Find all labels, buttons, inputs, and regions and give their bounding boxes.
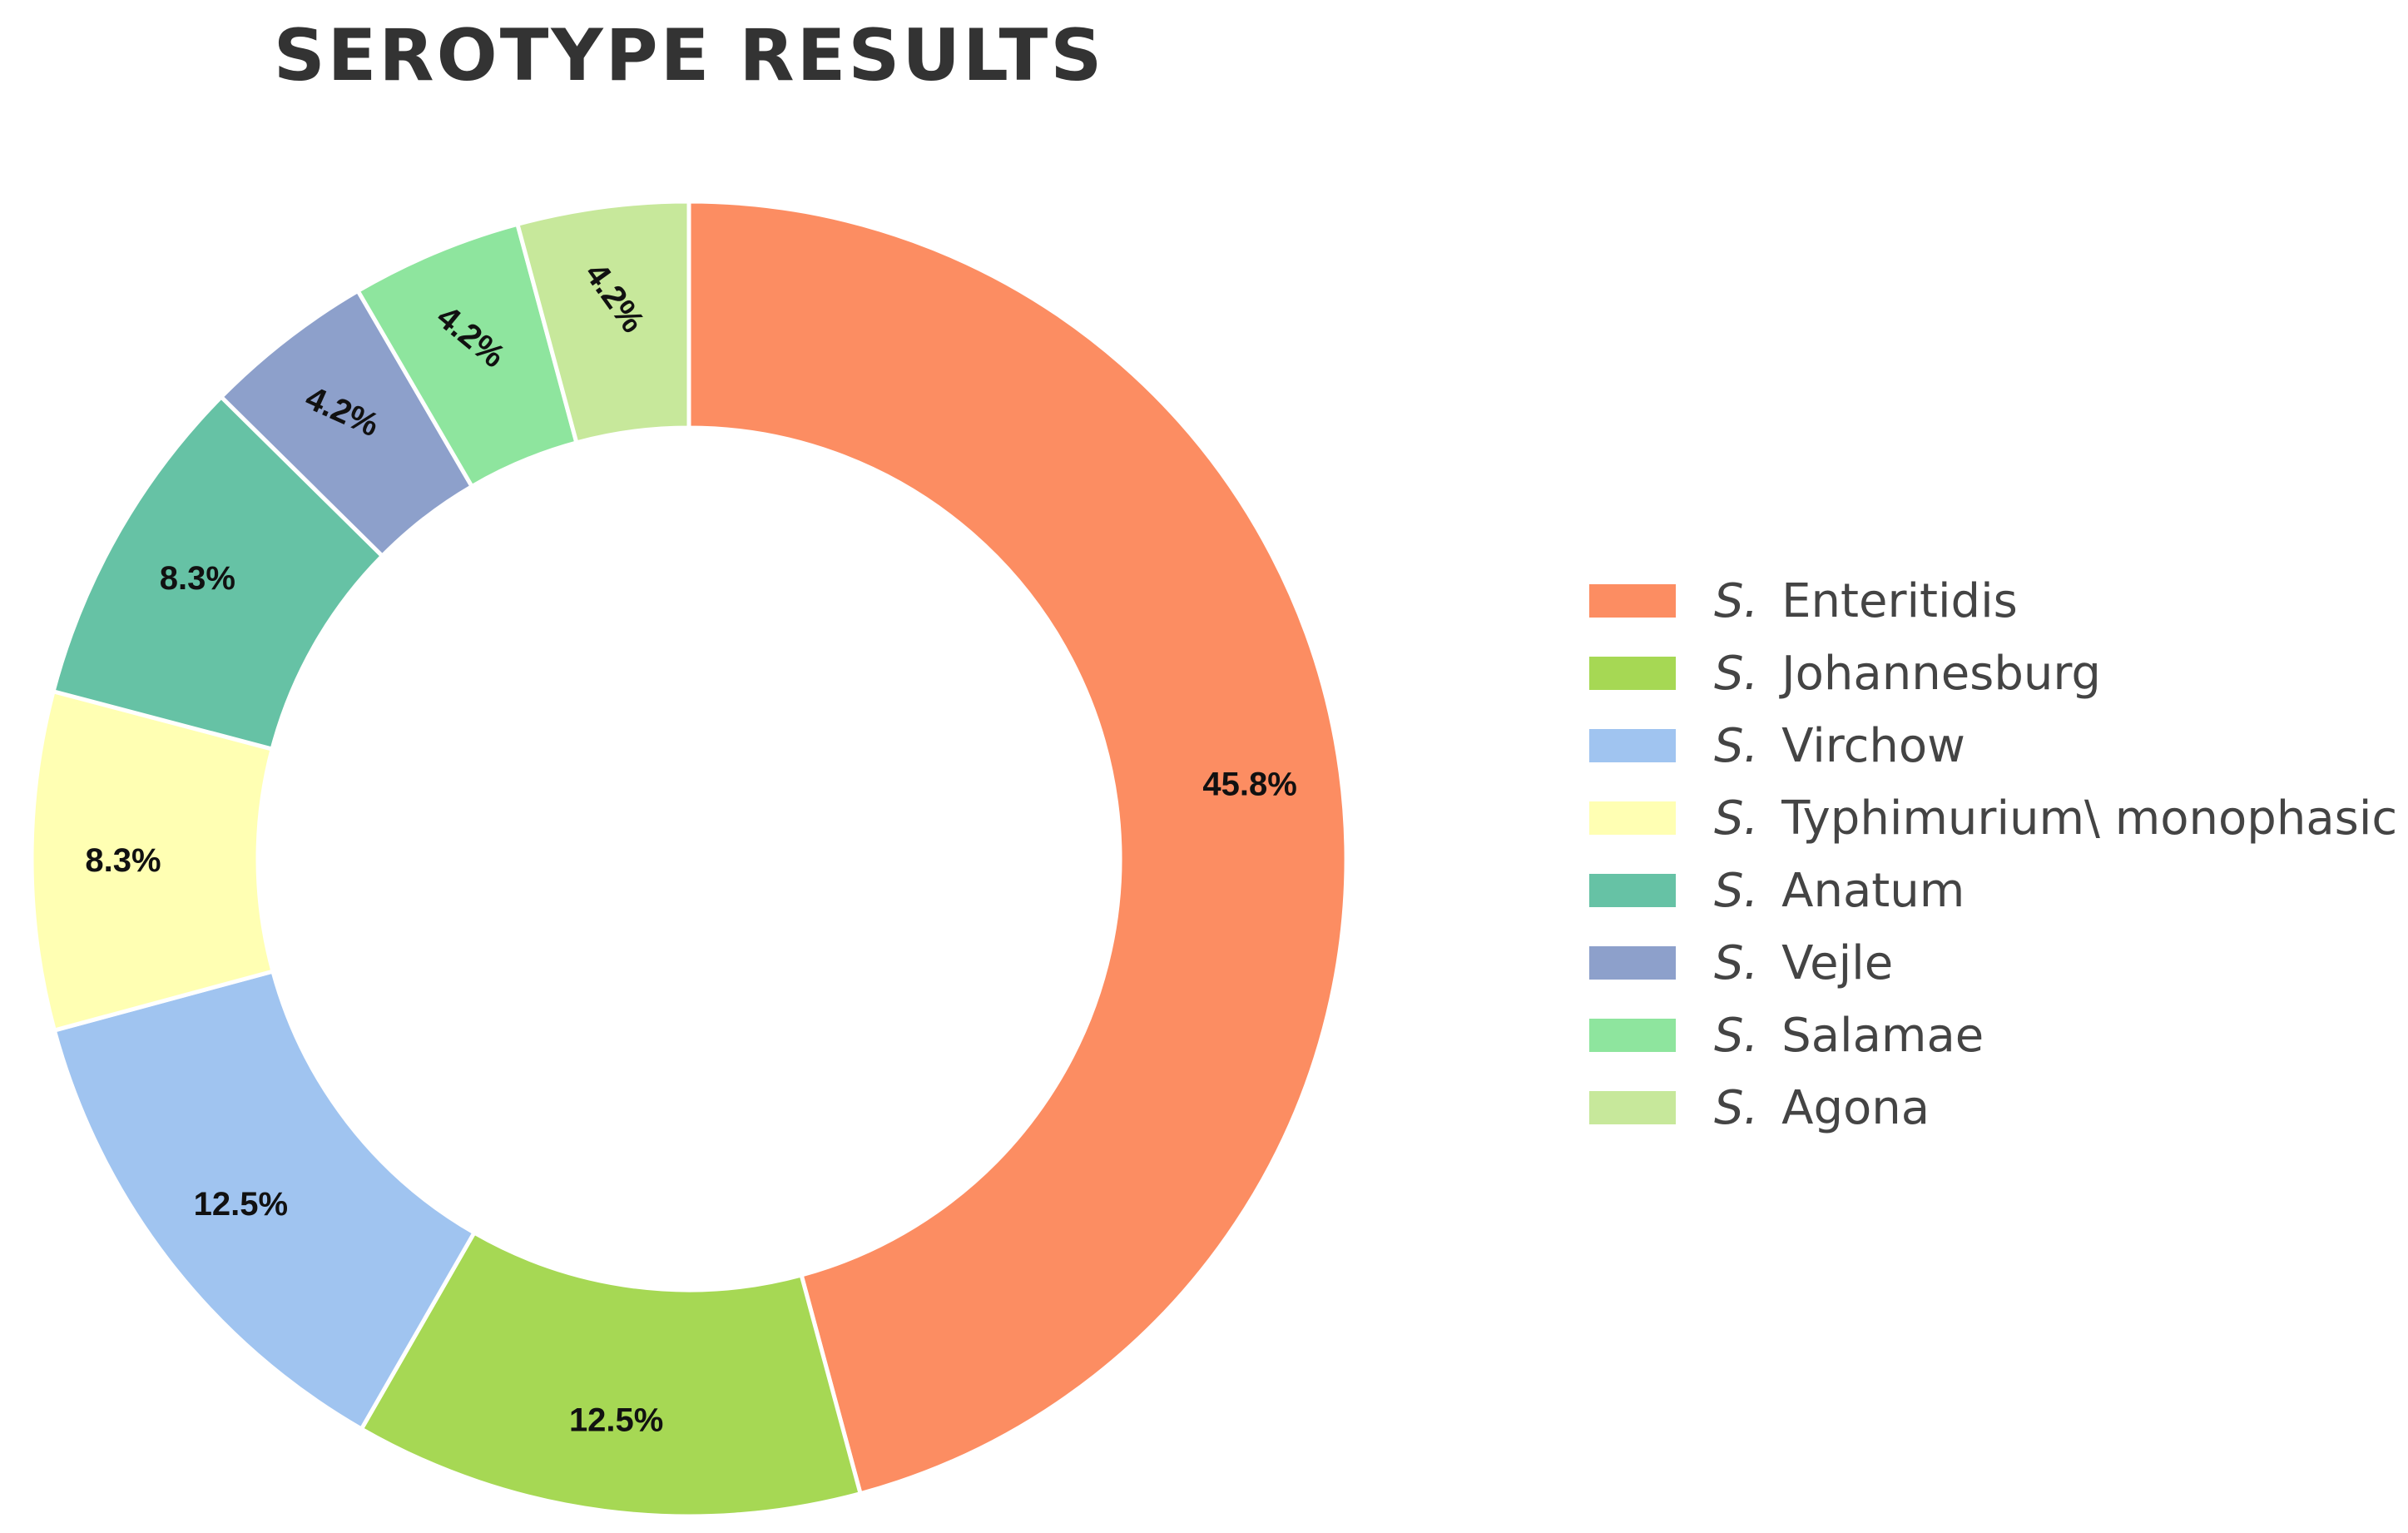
legend-prefix: S. xyxy=(1714,1009,1773,1063)
legend-label-virchow: S. Virchow xyxy=(1714,719,1965,773)
slice-labels: 45.8%12.5%12.5%8.3%8.3%4.2%4.2% 4.2% xyxy=(85,256,1296,1438)
slice-agona xyxy=(514,199,691,445)
legend-swatch-virchow xyxy=(1589,729,1676,762)
slice-label-anatum: 8.3% xyxy=(160,560,235,597)
slice-johannesburg xyxy=(359,1229,864,1519)
legend-category: Vejle xyxy=(1781,936,1893,990)
legend-category: Agona xyxy=(1781,1081,1930,1135)
legend-swatch-johannesburg xyxy=(1589,657,1676,690)
slice-label-enteritidis: 45.8% xyxy=(1202,766,1296,803)
legend-prefix: S. xyxy=(1714,791,1773,846)
legend-category: Johannesburg xyxy=(1779,647,2101,701)
legend-label-agona: S. Agona xyxy=(1714,1081,1930,1135)
legend-label-enteritidis: S. Enteritidis xyxy=(1714,574,2018,628)
legend-prefix: S. xyxy=(1714,647,1773,701)
slice-label-typhimurium-monophasic: 8.3% xyxy=(85,842,161,879)
legend-label-vejle: S. Vejle xyxy=(1714,936,1893,990)
slice-enteritidis xyxy=(686,199,1349,1496)
legend-swatch-enteritidis xyxy=(1589,584,1676,618)
donut-slices xyxy=(29,199,1349,1519)
legend-category: Salamae xyxy=(1781,1009,1984,1063)
legend-prefix: S. xyxy=(1714,1081,1773,1135)
slice-label-virchow: 12.5% xyxy=(194,1186,288,1223)
legend-category: Anatum xyxy=(1781,864,1965,918)
legend-label-johannesburg: S. Johannesburg xyxy=(1714,647,2101,701)
legend-swatch-salamae xyxy=(1589,1019,1676,1052)
legend-swatch-anatum xyxy=(1589,874,1676,907)
legend-swatch-typhimurium-monophasic xyxy=(1589,801,1676,835)
legend-swatch-agona xyxy=(1589,1091,1676,1124)
chart-title: SEROTYPE RESULTS xyxy=(274,14,1105,97)
legend-category: Typhimurium\ monophasic xyxy=(1781,791,2397,846)
legend-label-salamae: S. Salamae xyxy=(1714,1009,1984,1063)
legend-label-typhimurium-monophasic: S. Typhimurium\ monophasic xyxy=(1714,791,2397,846)
legend-prefix: S. xyxy=(1714,719,1773,773)
slice-virchow xyxy=(52,969,478,1432)
legend-category: Enteritidis xyxy=(1781,574,2018,628)
legend-prefix: S. xyxy=(1714,936,1773,990)
legend-swatch-vejle xyxy=(1589,946,1676,980)
slice-label-johannesburg: 12.5% xyxy=(569,1402,663,1438)
legend-prefix: S. xyxy=(1714,864,1773,918)
legend-label-anatum: S. Anatum xyxy=(1714,864,1965,918)
legend-category: Virchow xyxy=(1781,719,1965,773)
legend-prefix: S. xyxy=(1714,574,1773,628)
